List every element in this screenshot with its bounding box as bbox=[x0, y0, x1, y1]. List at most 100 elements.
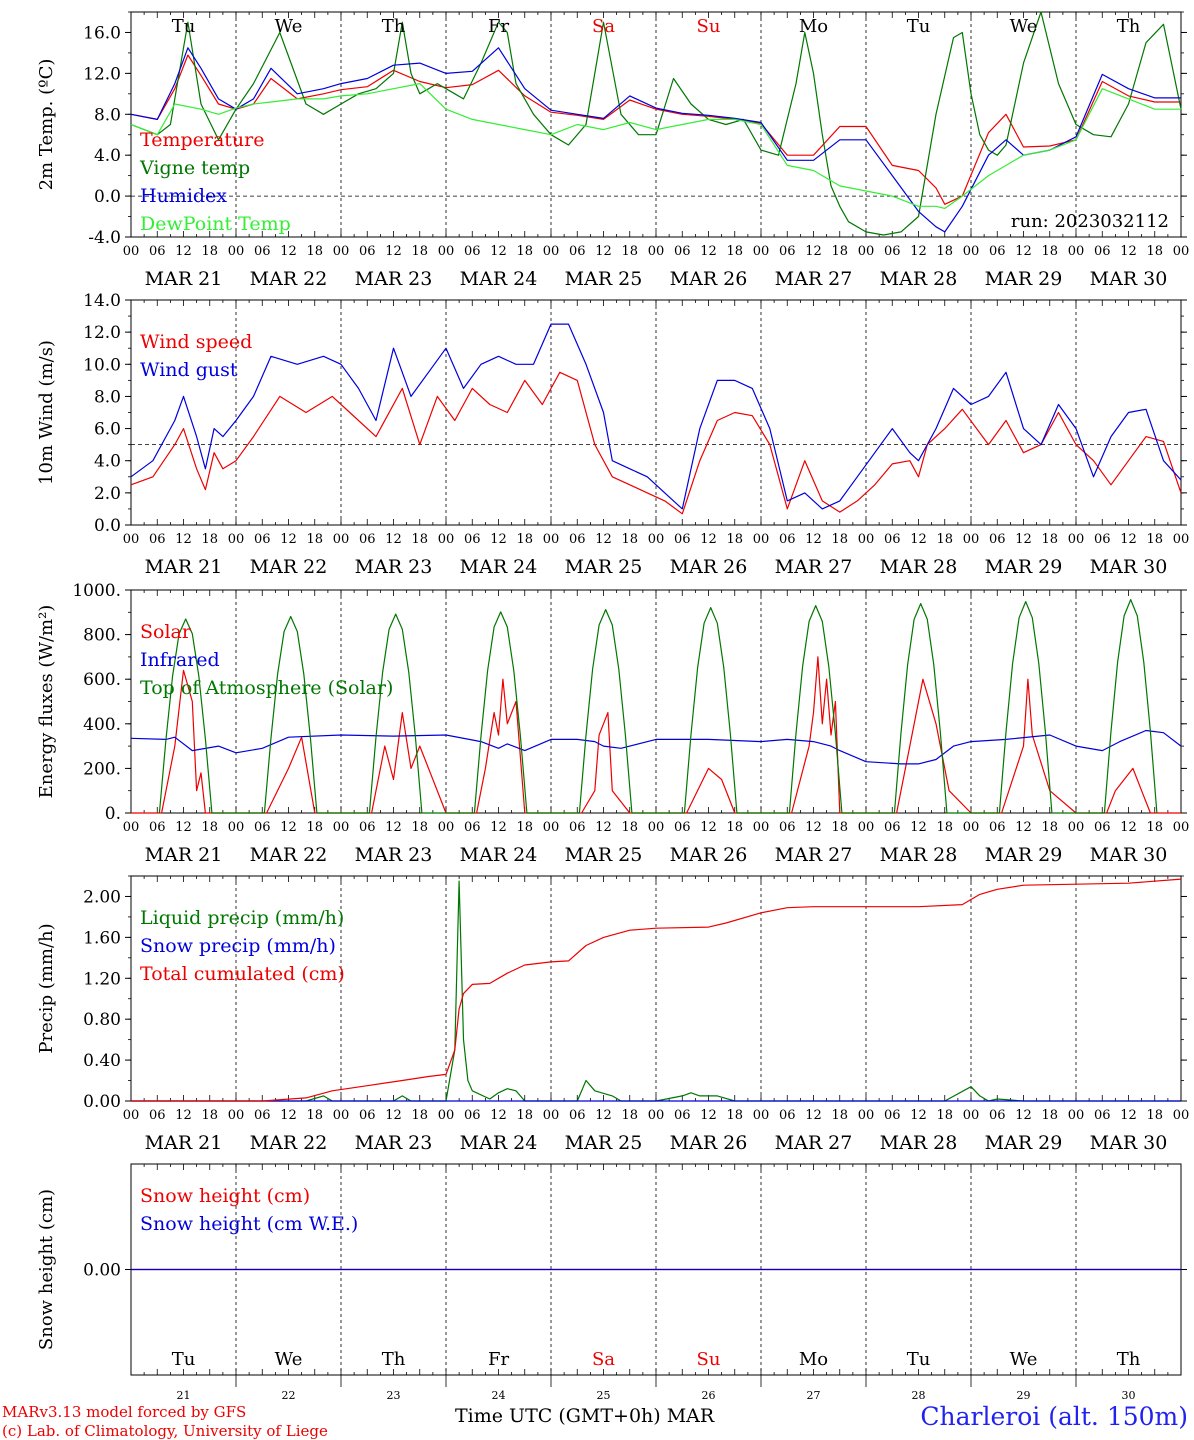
hour-tick-label: 00 bbox=[1173, 1108, 1190, 1123]
hour-tick-label: 06 bbox=[674, 820, 691, 835]
hour-tick-label: 06 bbox=[254, 244, 271, 259]
y-tick-label: 0.0 bbox=[94, 516, 121, 536]
hour-tick-label: 00 bbox=[753, 820, 770, 835]
hour-tick-label: 06 bbox=[464, 820, 481, 835]
y-tick-label: -4.0 bbox=[88, 228, 121, 248]
date-label: MAR 30 bbox=[1090, 844, 1168, 866]
series-line-dewpoint-temp bbox=[130, 82, 1181, 209]
y-tick-label: 14.0 bbox=[83, 291, 121, 311]
hour-tick-label: 06 bbox=[674, 532, 691, 547]
hour-tick-label: 18 bbox=[201, 1108, 218, 1123]
y-tick-label: 0.00 bbox=[83, 1261, 121, 1281]
legend-entry: Solar bbox=[140, 621, 192, 643]
hour-tick-label: 12 bbox=[385, 820, 402, 835]
day-number-label: 26 bbox=[702, 1389, 716, 1402]
legend-entry: Wind speed bbox=[140, 331, 252, 353]
hour-tick-label: 00 bbox=[753, 244, 770, 259]
weekday-label: Sa bbox=[592, 1349, 615, 1370]
hour-tick-label: 12 bbox=[1015, 532, 1032, 547]
series-line-wind-gust bbox=[130, 323, 1182, 510]
date-label: MAR 25 bbox=[565, 556, 643, 578]
date-label: MAR 30 bbox=[1090, 1132, 1168, 1154]
hour-tick-label: 00 bbox=[228, 244, 245, 259]
hour-tick-label: 12 bbox=[1015, 820, 1032, 835]
series-line-infrared bbox=[130, 729, 1182, 765]
hour-tick-label: 06 bbox=[779, 532, 796, 547]
legend-entry: Infrared bbox=[140, 649, 220, 671]
hour-tick-label: 18 bbox=[621, 820, 638, 835]
hour-tick-label: 18 bbox=[1146, 820, 1163, 835]
day-number-label: 28 bbox=[912, 1389, 926, 1402]
hour-tick-label: 18 bbox=[306, 532, 323, 547]
hour-tick-label: 18 bbox=[936, 820, 953, 835]
date-label: MAR 25 bbox=[565, 844, 643, 866]
date-label: MAR 21 bbox=[145, 268, 223, 290]
hour-tick-label: 00 bbox=[123, 532, 140, 547]
weekday-label: Fr bbox=[488, 1349, 509, 1370]
legend-entry: Snow height (cm) bbox=[140, 1185, 310, 1207]
hour-tick-label: 06 bbox=[1094, 244, 1111, 259]
day-number-label: 27 bbox=[807, 1389, 821, 1402]
date-label: MAR 23 bbox=[355, 1132, 433, 1154]
hour-tick-label: 12 bbox=[805, 1108, 822, 1123]
hour-tick-label: 12 bbox=[805, 244, 822, 259]
day-number-label: 29 bbox=[1017, 1389, 1031, 1402]
hour-tick-label: 18 bbox=[411, 1108, 428, 1123]
hour-tick-label: 06 bbox=[1094, 532, 1111, 547]
date-label: MAR 21 bbox=[145, 844, 223, 866]
weekday-label: Fr bbox=[488, 16, 509, 37]
weekday-label: Sa bbox=[592, 16, 615, 37]
hour-tick-label: 00 bbox=[543, 532, 560, 547]
date-label: MAR 27 bbox=[775, 556, 853, 578]
credit-lab: (c) Lab. of Climatology, University of L… bbox=[2, 1422, 328, 1440]
credit-model: MARv3.13 model forced by GFS bbox=[2, 1403, 247, 1421]
y-tick-label: 12.0 bbox=[83, 323, 121, 343]
date-label: MAR 27 bbox=[775, 1132, 853, 1154]
series-line-total-cumulated-cm- bbox=[131, 878, 1182, 1102]
weekday-label: We bbox=[1010, 1349, 1038, 1370]
date-label: MAR 29 bbox=[985, 844, 1063, 866]
legend-entry: Top of Atmosphere (Solar) bbox=[140, 677, 393, 699]
y-tick-label: 0. bbox=[105, 804, 121, 824]
y-tick-label: 6.0 bbox=[94, 420, 121, 440]
hour-tick-label: 18 bbox=[936, 1108, 953, 1123]
day-number-label: 30 bbox=[1122, 1389, 1136, 1402]
hour-tick-label: 06 bbox=[884, 244, 901, 259]
hour-tick-label: 18 bbox=[1041, 244, 1058, 259]
hour-tick-label: 12 bbox=[595, 244, 612, 259]
hour-tick-label: 12 bbox=[280, 820, 297, 835]
legend-entry: Wind gust bbox=[140, 359, 238, 381]
hour-tick-label: 00 bbox=[438, 820, 455, 835]
hour-tick-label: 18 bbox=[306, 820, 323, 835]
hour-tick-label: 00 bbox=[963, 820, 980, 835]
hour-tick-label: 12 bbox=[280, 1108, 297, 1123]
hour-tick-label: 12 bbox=[280, 532, 297, 547]
day-number-label: 25 bbox=[597, 1389, 611, 1402]
date-label: MAR 24 bbox=[460, 1132, 538, 1154]
hour-tick-label: 00 bbox=[753, 1108, 770, 1123]
y-tick-label: 4.0 bbox=[94, 452, 121, 472]
weekday-label: Su bbox=[697, 16, 721, 37]
y-tick-label: 400. bbox=[83, 715, 121, 735]
hour-tick-label: 06 bbox=[884, 1108, 901, 1123]
legend-entry: Humidex bbox=[140, 185, 227, 207]
hour-tick-label: 12 bbox=[805, 820, 822, 835]
hour-tick-label: 00 bbox=[1068, 244, 1085, 259]
y-tick-label: 0.00 bbox=[83, 1092, 121, 1112]
hour-tick-label: 00 bbox=[1068, 532, 1085, 547]
y-tick-label: 800. bbox=[83, 626, 121, 646]
hour-tick-label: 18 bbox=[411, 820, 428, 835]
hour-tick-label: 18 bbox=[621, 532, 638, 547]
hour-tick-label: 06 bbox=[779, 244, 796, 259]
hour-tick-label: 12 bbox=[175, 244, 192, 259]
date-label: MAR 29 bbox=[985, 556, 1063, 578]
weekday-label: We bbox=[1010, 16, 1038, 37]
hour-tick-label: 12 bbox=[1120, 532, 1137, 547]
hour-tick-label: 06 bbox=[569, 532, 586, 547]
legend-entry: Vigne temp bbox=[139, 157, 250, 179]
weekday-label: Tu bbox=[172, 16, 196, 37]
hour-tick-label: 12 bbox=[280, 244, 297, 259]
hour-tick-label: 12 bbox=[175, 1108, 192, 1123]
hour-tick-label: 06 bbox=[779, 1108, 796, 1123]
